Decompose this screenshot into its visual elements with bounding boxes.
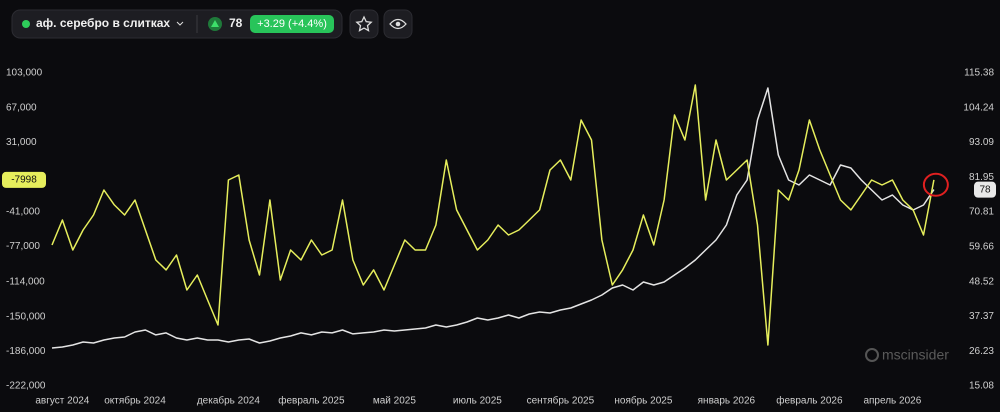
x-tick-label: апрель 2026 [863, 396, 921, 407]
x-tick-label: февраль 2026 [776, 395, 843, 407]
last-value-badge [2, 171, 46, 188]
instrument-name: аф. серебро в слитках [36, 16, 170, 30]
header-price: 78 [229, 16, 243, 30]
star-icon [355, 15, 373, 32]
y2-tick-label: 37.37 [969, 311, 994, 322]
y-tick-label: -222,000 [6, 381, 46, 392]
y2-tick-label: 59.66 [969, 242, 994, 253]
y-tick-label: -186,000 [6, 346, 46, 357]
y2-tick-label: 70.81 [969, 207, 994, 218]
line-series [51, 84, 935, 346]
watermark-icon [865, 348, 879, 362]
y-tick-label: 103,000 [6, 68, 43, 79]
eye-icon [389, 18, 407, 30]
y2-tick-label: 115.38 [964, 68, 994, 79]
y-tick-label: -150,000 [6, 311, 46, 322]
x-tick-label: июль 2025 [453, 396, 502, 407]
x-tick-label: февраль 2025 [278, 395, 345, 407]
x-tick-label: ноябрь 2025 [614, 395, 672, 407]
x-tick-label: октябрь 2024 [104, 395, 166, 407]
up-triangle [211, 20, 219, 27]
x-tick-label: сентябрь 2025 [527, 395, 595, 407]
y2-tick-label: 104.24 [963, 102, 994, 113]
highlight-circle [922, 172, 949, 197]
change-text: +3.29 (+4.4%) [257, 18, 327, 30]
x-tick-label: май 2025 [373, 396, 416, 407]
y2-tick-label: 93.09 [969, 137, 994, 148]
x-tick-label: декабрь 2024 [197, 395, 261, 407]
chevron[interactable] [176, 21, 184, 26]
last-value-label: -7998 [11, 175, 37, 186]
change-pill [250, 15, 334, 33]
watermark: mscinsider [882, 347, 949, 363]
y2-tick-label: 26.23 [969, 346, 994, 357]
y2-tick-label: 48.52 [969, 276, 994, 287]
line-series [51, 87, 935, 349]
star-button[interactable] [349, 9, 379, 39]
y-tick-label: 67,000 [6, 102, 37, 113]
eye-pupil [395, 21, 401, 27]
y-tick-label: -41,000 [6, 206, 40, 217]
status-dot [22, 20, 30, 28]
y-tick-label: -114,000 [6, 277, 45, 288]
last-value-badge [974, 181, 996, 198]
y2-tick-label: 81.95 [969, 172, 994, 183]
y2-tick-label: 15.08 [969, 381, 994, 392]
y-tick-label: -77,000 [6, 241, 40, 252]
last-value-label: 78 [979, 184, 991, 195]
y-tick-label: 31,000 [6, 137, 37, 148]
x-tick-label: январь 2026 [698, 396, 756, 407]
x-tick-label: август 2024 [35, 396, 89, 407]
